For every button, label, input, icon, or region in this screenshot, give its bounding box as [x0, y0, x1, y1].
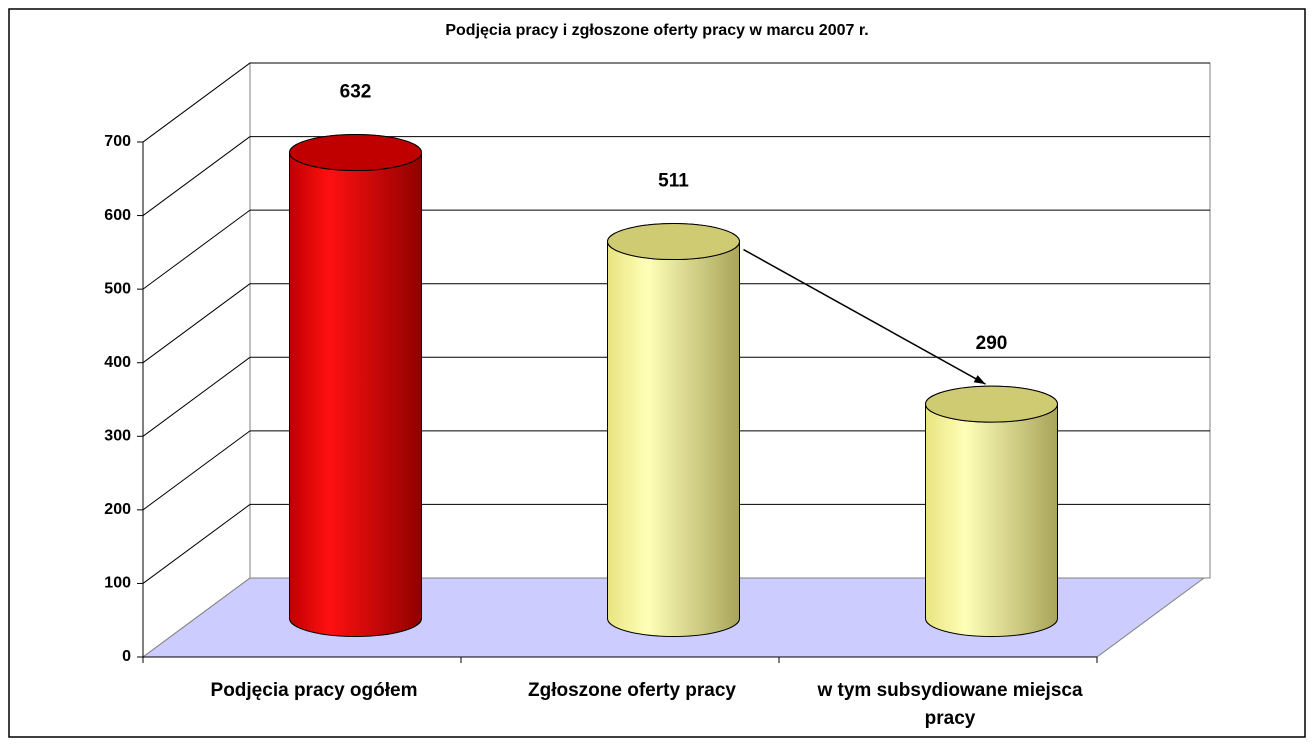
data-label: 290 [976, 333, 1008, 354]
grid-line [142, 136, 251, 216]
grid-line [142, 430, 251, 511]
y-tick-label: 300 [104, 428, 131, 445]
chart-title: Podjęcia pracy i zgłoszone oferty pracy … [445, 22, 868, 39]
y-tick-label: 600 [104, 207, 131, 224]
x-tick-label: Zgłoszone oferty pracy [528, 680, 736, 701]
x-tick-label: Podjęcia pracy ogółem [210, 680, 418, 701]
grid-line [142, 504, 251, 584]
grid-line [142, 209, 251, 290]
arrow [743, 248, 986, 385]
cylinder-top-shade [607, 223, 740, 261]
cylinder [925, 403, 1058, 637]
y-tick-label: 700 [104, 133, 131, 150]
y-tick-label: 400 [104, 354, 131, 371]
data-label: 632 [340, 82, 372, 103]
arrow-head [973, 375, 986, 385]
cylinder [607, 241, 740, 637]
cylinder-top-shade [289, 134, 422, 172]
y-tick-label: 100 [104, 575, 131, 592]
grid-line [142, 62, 251, 143]
data-label: 511 [658, 171, 689, 192]
cylinder-top-shade [925, 385, 1058, 423]
frame [8, 8, 1306, 738]
cylinder [289, 152, 422, 637]
side-wall [142, 62, 251, 658]
grid-line [142, 283, 251, 364]
grid-line [142, 356, 251, 437]
y-tick-label: 500 [104, 280, 131, 297]
x-tick-label: w tym subsydiowane miejsca pracy [817, 680, 1083, 729]
y-tick-label: 200 [104, 501, 131, 518]
y-tick-label: 0 [122, 648, 131, 665]
